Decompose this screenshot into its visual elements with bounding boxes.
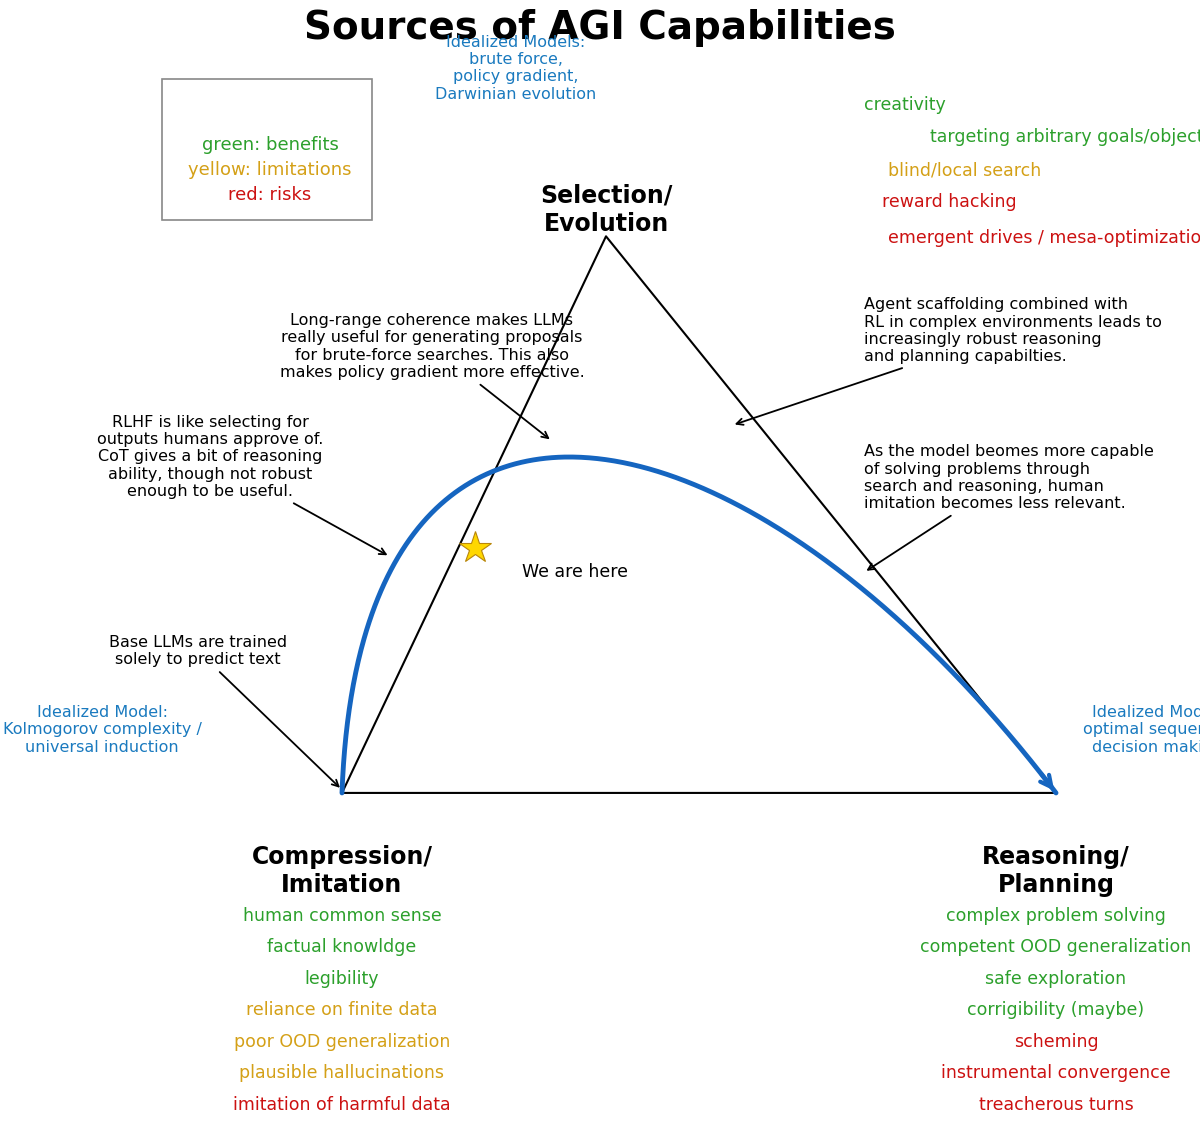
Text: complex problem solving: complex problem solving [946,907,1166,925]
Text: reliance on finite data: reliance on finite data [246,1001,438,1019]
Text: emergent drives / mesa-optimization: emergent drives / mesa-optimization [888,229,1200,247]
Text: reward hacking: reward hacking [882,193,1016,211]
Text: instrumental convergence: instrumental convergence [941,1065,1171,1083]
Text: legibility: legibility [305,970,379,988]
Text: green: benefits: green: benefits [202,135,338,154]
Text: safe exploration: safe exploration [985,970,1127,988]
Text: poor OOD generalization: poor OOD generalization [234,1033,450,1051]
Text: Selection/
Evolution: Selection/ Evolution [540,184,672,236]
Text: Idealized Models:
brute force,
policy gradient,
Darwinian evolution: Idealized Models: brute force, policy gr… [436,35,596,102]
Text: Idealized Model:
Kolmogorov complexity /
universal induction: Idealized Model: Kolmogorov complexity /… [2,704,202,755]
Text: plausible hallucinations: plausible hallucinations [240,1065,444,1083]
Text: RLHF is like selecting for
outputs humans approve of.
CoT gives a bit of reasoni: RLHF is like selecting for outputs human… [97,414,386,554]
Text: corrigibility (maybe): corrigibility (maybe) [967,1001,1145,1019]
Text: blind/local search: blind/local search [888,161,1042,180]
Text: Long-range coherence makes LLMs
really useful for generating proposals
for brute: Long-range coherence makes LLMs really u… [280,313,584,438]
Text: Sources of AGI Capabilities: Sources of AGI Capabilities [304,9,896,47]
Text: As the model beomes more capable
of solving problems through
search and reasonin: As the model beomes more capable of solv… [864,444,1154,570]
Text: Idealized Model:
optimal sequential
decision making: Idealized Model: optimal sequential deci… [1084,704,1200,755]
Text: scheming: scheming [1014,1033,1098,1051]
Text: imitation of harmful data: imitation of harmful data [233,1096,451,1114]
Text: We are here: We are here [522,563,628,581]
Text: targeting arbitrary goals/objectives: targeting arbitrary goals/objectives [930,128,1200,146]
Bar [162,79,372,220]
Text: yellow: limitations: yellow: limitations [188,161,352,180]
Text: Reasoning/
Planning: Reasoning/ Planning [982,846,1130,898]
Text: creativity: creativity [864,96,946,114]
Text: human common sense: human common sense [242,907,442,925]
Text: factual knowldge: factual knowldge [268,938,416,956]
Text: competent OOD generalization: competent OOD generalization [920,938,1192,956]
Text: Agent scaffolding combined with
RL in complex environments leads to
increasingly: Agent scaffolding combined with RL in co… [737,297,1162,425]
Text: Compression/
Imitation: Compression/ Imitation [252,846,432,898]
Text: Base LLMs are trained
solely to predict text: Base LLMs are trained solely to predict … [109,634,338,787]
Text: red: risks: red: risks [228,186,312,204]
Text: treacherous turns: treacherous turns [979,1096,1133,1114]
